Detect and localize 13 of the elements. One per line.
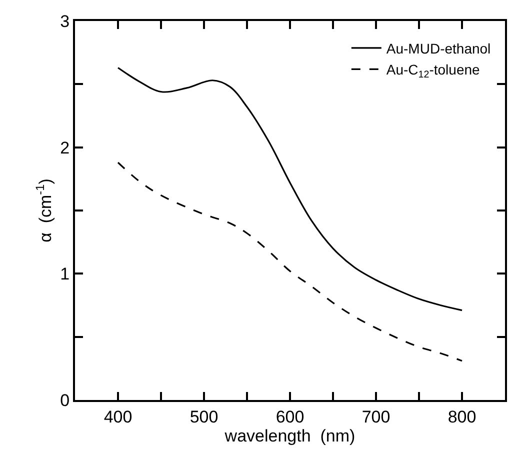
x-tick-label: 500 [190,407,218,426]
x-tick-label: 600 [276,407,304,426]
y-tick-label: 0 [60,390,70,410]
x-tick-label: 800 [448,407,476,426]
line-series [117,162,463,362]
y-tick-label: 3 [60,12,70,31]
x-tick-label: 700 [362,407,390,426]
y-tick-label: 2 [60,138,70,158]
y-tick-label: 1 [60,264,70,284]
x-tick-label: 400 [104,407,132,426]
x-axis-title: wavelength (nm) [224,426,356,446]
legend-label: Au-MUD-ethanol [386,40,491,56]
legend-label: Au-C$_{12}$-toluene [386,62,480,81]
